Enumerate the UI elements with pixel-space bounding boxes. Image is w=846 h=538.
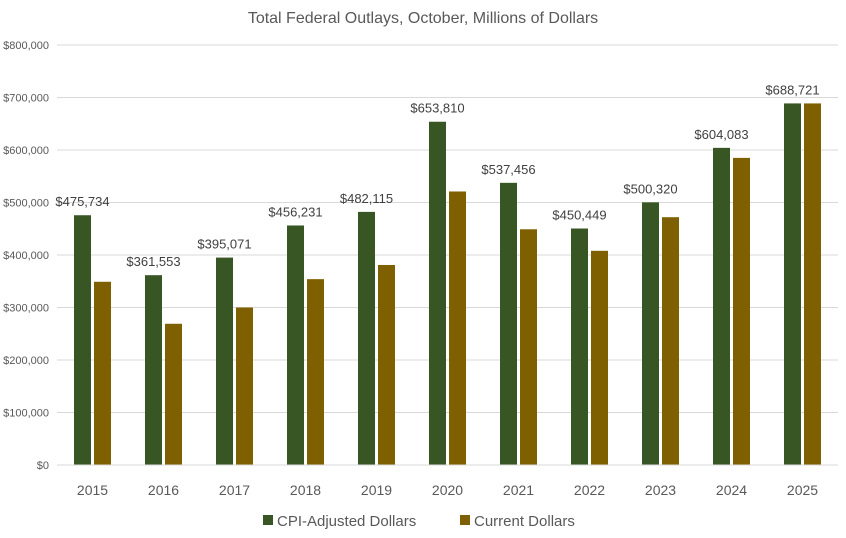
data-label: $450,449 xyxy=(552,208,606,223)
x-tick-label: 2017 xyxy=(219,482,250,498)
x-tick-label: 2023 xyxy=(645,482,676,498)
bar-current-2021 xyxy=(520,229,537,465)
bar-cpi-adjusted-2018 xyxy=(287,225,304,465)
legend-swatch-cpi-adjusted xyxy=(263,515,273,525)
bar-current-2024 xyxy=(733,157,750,465)
legend-swatch-current xyxy=(460,515,470,525)
bar-cpi-adjusted-2020 xyxy=(429,121,446,465)
bar-cpi-adjusted-2021 xyxy=(500,182,517,465)
bar-cpi-adjusted-2023 xyxy=(642,202,659,465)
y-tick-label: $0 xyxy=(37,460,49,472)
y-tick-label: $500,000 xyxy=(3,198,49,210)
bar-cpi-adjusted-2016 xyxy=(145,275,162,465)
bar-cpi-adjusted-2015 xyxy=(74,215,91,465)
data-label: $361,553 xyxy=(126,254,180,269)
bar-cpi-adjusted-2017 xyxy=(216,257,233,465)
x-tick-label: 2020 xyxy=(432,482,463,498)
bar-cpi-adjusted-2022 xyxy=(571,228,588,465)
gridlines xyxy=(57,44,838,466)
y-tick-label: $200,000 xyxy=(3,355,49,367)
y-tick-label: $300,000 xyxy=(3,303,49,315)
x-tick-label: 2024 xyxy=(716,482,747,498)
data-label: $456,231 xyxy=(268,204,322,219)
bar-current-2017 xyxy=(236,307,253,465)
bar-current-2019 xyxy=(378,264,395,465)
data-label: $604,083 xyxy=(694,127,748,142)
bar-current-2015 xyxy=(94,281,111,465)
bar-cpi-adjusted-2024 xyxy=(713,147,730,465)
bars: $475,734 $361,553 $395,071 $456,231 $482,115… xyxy=(55,82,821,465)
bar-cpi-adjusted-2025 xyxy=(784,103,801,465)
legend-label-cpi-adjusted: CPI-Adjusted Dollars xyxy=(277,513,416,530)
x-tick-label: 2016 xyxy=(148,482,179,498)
y-axis: $0 $100,000 $200,000 $300,000 $400,000 $500,0… xyxy=(3,40,49,472)
data-label: $688,721 xyxy=(765,82,819,97)
data-label: $395,071 xyxy=(197,237,251,252)
x-tick-label: 2021 xyxy=(503,482,534,498)
y-tick-label: $600,000 xyxy=(3,145,49,157)
data-label: $537,456 xyxy=(481,162,535,177)
bar-current-2025 xyxy=(804,103,821,465)
bar-cpi-adjusted-2019 xyxy=(358,211,375,465)
x-tick-label: 2022 xyxy=(574,482,605,498)
bar-current-2018 xyxy=(307,279,324,465)
bar-current-2022 xyxy=(591,250,608,465)
data-label: $482,115 xyxy=(340,191,393,206)
bar-current-2020 xyxy=(449,191,466,465)
bar-current-2023 xyxy=(662,217,679,465)
legend-label-current: Current Dollars xyxy=(474,513,575,530)
x-tick-label: 2025 xyxy=(787,482,818,498)
chart-title: Total Federal Outlays, October, Millions… xyxy=(248,10,598,27)
bar-current-2016 xyxy=(165,323,182,465)
data-label: $653,810 xyxy=(410,101,464,116)
y-tick-label: $400,000 xyxy=(3,250,49,262)
x-tick-label: 2018 xyxy=(290,482,321,498)
x-axis: 2015 2016 2017 2018 2019 2020 2021 2022 2023 2024… xyxy=(57,464,838,498)
data-label: $500,320 xyxy=(623,181,677,196)
x-tick-label: 2015 xyxy=(77,482,108,498)
y-tick-label: $700,000 xyxy=(3,93,49,105)
legend: CPI-Adjusted Dollars Current Dollars xyxy=(263,513,575,530)
x-tick-label: 2019 xyxy=(361,482,392,498)
y-tick-label: $800,000 xyxy=(3,40,49,52)
y-tick-label: $100,000 xyxy=(3,408,49,420)
data-label: $475,734 xyxy=(55,194,109,209)
